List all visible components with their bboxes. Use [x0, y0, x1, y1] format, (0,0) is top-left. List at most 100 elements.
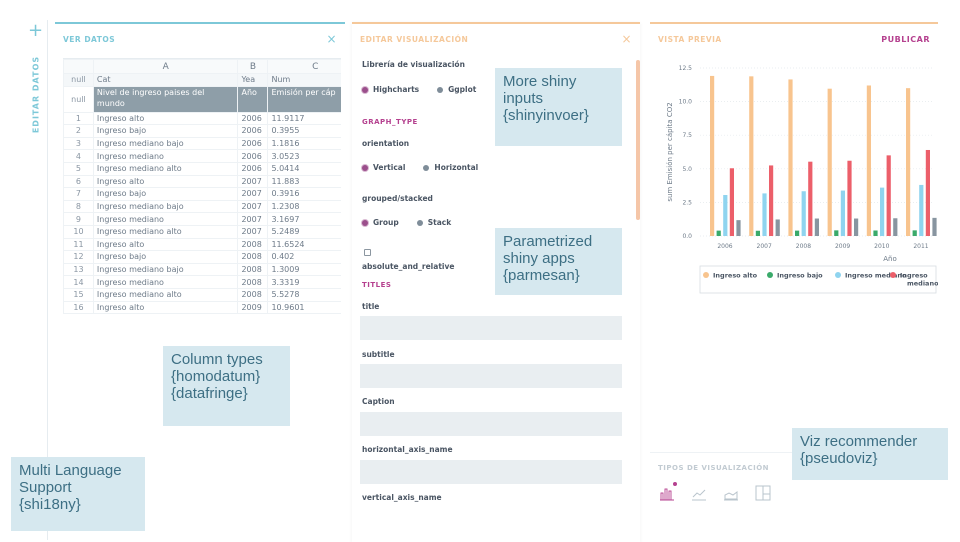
close-icon[interactable]: × — [326, 32, 337, 46]
table-cell[interactable]: 11.883 — [267, 174, 341, 189]
line-chart-icon[interactable] — [690, 484, 708, 502]
table-cell[interactable]: Ingreso mediano alto — [92, 287, 239, 302]
table-cell[interactable]: 2006 — [237, 124, 269, 138]
table-cell[interactable]: Emisión per cáp — [267, 85, 341, 113]
table-cell[interactable]: 3.3319 — [267, 275, 341, 289]
table-cell[interactable]: 2006 — [237, 161, 269, 176]
table-cell[interactable]: 3.1697 — [267, 212, 341, 226]
table-cell[interactable]: Cat — [92, 73, 239, 87]
table-cell[interactable]: C — [267, 59, 341, 74]
table-cell[interactable]: Ingreso mediano alto — [92, 224, 239, 239]
table-cell[interactable]: Ingreso bajo — [92, 187, 239, 201]
table-cell[interactable]: 10.9601 — [267, 300, 341, 315]
edit-data-tab[interactable]: EDITAR DATOS — [31, 55, 41, 134]
table-cell[interactable]: 14 — [63, 275, 94, 289]
treemap-icon[interactable] — [754, 484, 772, 502]
table-cell[interactable]: 2006 — [237, 149, 269, 163]
table-cell[interactable]: 0.3916 — [267, 187, 341, 201]
radio-ggplot[interactable]: Ggplot — [437, 85, 476, 94]
table-cell[interactable]: 2008 — [237, 250, 269, 264]
table-cell[interactable]: 11 — [63, 237, 94, 252]
subtitle-input[interactable] — [360, 364, 622, 388]
table-cell[interactable]: 1.1816 — [267, 136, 341, 151]
selected-badge — [672, 481, 678, 487]
table-cell[interactable] — [63, 59, 94, 74]
radio-stack[interactable]: Stack — [416, 218, 451, 227]
table-cell[interactable]: 11.9117 — [267, 111, 341, 126]
title-input[interactable] — [360, 316, 622, 340]
bar-chart-icon[interactable] — [658, 481, 678, 502]
table-cell[interactable]: null — [63, 85, 94, 113]
table-cell[interactable]: 11.6524 — [267, 237, 341, 252]
plus-icon[interactable]: + — [28, 20, 44, 41]
table-cell[interactable]: 1.2308 — [267, 199, 341, 214]
table-cell[interactable]: Ingreso bajo — [92, 124, 239, 138]
radio-vertical[interactable]: Vertical — [362, 163, 405, 172]
table-cell[interactable]: 2008 — [237, 287, 269, 302]
table-cell[interactable]: 2007 — [237, 187, 269, 201]
table-cell[interactable]: 15 — [63, 287, 94, 302]
table-cell[interactable]: B — [237, 59, 269, 74]
table-cell[interactable]: 12 — [63, 250, 94, 264]
radio-highcharts[interactable]: Highcharts — [362, 85, 419, 94]
area-chart-icon[interactable] — [722, 484, 740, 502]
table-cell[interactable]: 3 — [63, 136, 94, 151]
table-cell[interactable]: Ingreso mediano alto — [92, 161, 239, 176]
scrollbar[interactable] — [636, 60, 640, 220]
table-cell[interactable]: 2008 — [237, 275, 269, 289]
table-cell[interactable]: 2006 — [237, 111, 269, 126]
table-cell[interactable]: Ingreso bajo — [92, 250, 239, 264]
table-cell[interactable]: 9 — [63, 212, 94, 226]
caption-input[interactable] — [360, 412, 622, 436]
table-cell[interactable]: 5 — [63, 161, 94, 176]
radio-horizontal[interactable]: Horizontal — [423, 163, 478, 172]
table-cell[interactable]: 2007 — [237, 224, 269, 239]
table-cell[interactable]: Ingreso mediano bajo — [92, 262, 239, 277]
table-cell[interactable]: 10 — [63, 224, 94, 239]
table-cell[interactable]: 7 — [63, 187, 94, 201]
table-cell[interactable]: Año — [237, 85, 269, 113]
table-cell[interactable]: 2007 — [237, 174, 269, 189]
table-cell[interactable]: 2007 — [237, 212, 269, 226]
table-cell[interactable]: 1 — [63, 111, 94, 126]
table-cell[interactable]: 2009 — [237, 300, 269, 315]
table-cell[interactable]: Ingreso mediano — [92, 212, 239, 226]
table-cell[interactable]: 6 — [63, 174, 94, 189]
table-cell[interactable]: 8 — [63, 199, 94, 214]
table-cell[interactable]: 13 — [63, 262, 94, 277]
table-cell[interactable]: 3.0523 — [267, 149, 341, 163]
table-cell[interactable]: Ingreso alto — [92, 111, 239, 126]
table-cell[interactable]: 16 — [63, 300, 94, 315]
radio-group[interactable]: Group — [362, 218, 399, 227]
table-cell[interactable]: Ingreso mediano bajo — [92, 136, 239, 151]
bar — [893, 218, 898, 236]
table-cell[interactable]: A — [92, 59, 239, 74]
publish-button[interactable]: PUBLICAR — [881, 34, 930, 44]
table-cell[interactable]: 2007 — [237, 199, 269, 214]
table-cell[interactable]: null — [63, 73, 94, 87]
table-cell[interactable]: 1.3009 — [267, 262, 341, 277]
table-cell[interactable]: 2008 — [237, 237, 269, 252]
table-cell[interactable]: Ingreso mediano bajo — [92, 199, 239, 214]
table-cell[interactable]: 2 — [63, 124, 94, 138]
table-cell[interactable]: 5.5278 — [267, 287, 341, 302]
table-cell[interactable]: 5.2489 — [267, 224, 341, 239]
close-icon[interactable]: × — [621, 32, 632, 46]
table-cell[interactable]: 2008 — [237, 262, 269, 277]
absolute-relative-checkbox[interactable] — [364, 249, 371, 256]
table-cell[interactable]: Num — [267, 73, 341, 87]
table-cell[interactable]: 0.3955 — [267, 124, 341, 138]
table-cell[interactable]: 0.402 — [267, 250, 341, 264]
table-cell[interactable]: Ingreso mediano — [92, 275, 239, 289]
table-cell[interactable]: Ingreso alto — [92, 300, 239, 315]
table-cell[interactable]: Ingreso alto — [92, 237, 239, 252]
table-cell[interactable]: Nivel de ingreso paises del mundo — [92, 85, 239, 113]
table-cell[interactable]: Ingreso mediano — [92, 149, 239, 163]
table-cell[interactable]: Yea — [237, 73, 269, 87]
table-cell[interactable]: 5.0414 — [267, 161, 341, 176]
table-cell[interactable]: 4 — [63, 149, 94, 163]
table-cell[interactable]: 2006 — [237, 136, 269, 151]
horizontal-axis-input[interactable] — [360, 460, 622, 484]
table-cell[interactable]: Ingreso alto — [92, 174, 239, 189]
